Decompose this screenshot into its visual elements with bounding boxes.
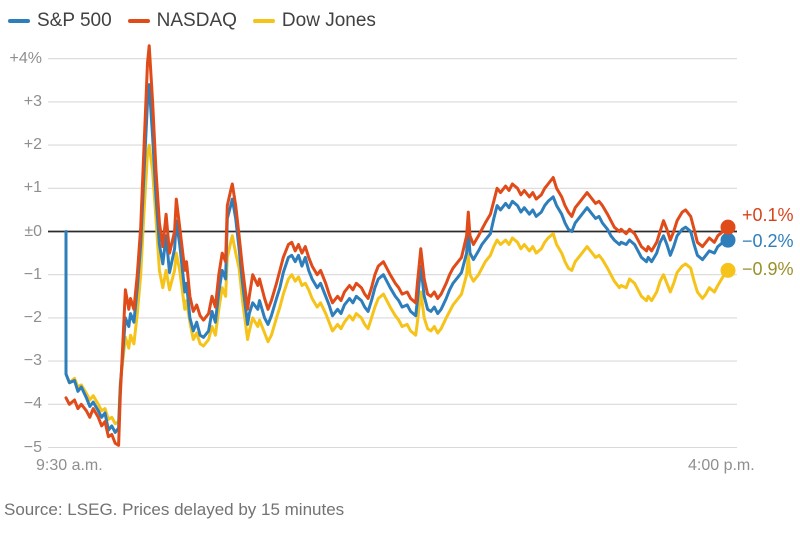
- y-tick-label: −2: [23, 308, 42, 326]
- s-p-500-line: [64, 83, 730, 434]
- legend-item-nasdaq: NASDAQ: [127, 9, 237, 33]
- legend-label-nasdaq: NASDAQ: [156, 10, 237, 31]
- nasdaq-line: [64, 44, 730, 447]
- s-p-500-end-dot: [720, 232, 736, 248]
- y-tick-label: −5: [23, 438, 42, 456]
- sp500-line-swatch-icon: [8, 19, 30, 23]
- y-tick-label: +2: [23, 136, 42, 154]
- legend-label-dowjones: Dow Jones: [281, 10, 376, 31]
- legend-item-dowjones: Dow Jones: [252, 9, 376, 33]
- source-note: Source: LSEG. Prices delayed by 15 minut…: [4, 500, 345, 519]
- nasdaq-line-swatch-icon: [127, 19, 150, 23]
- dowjones-end-value-label: −0.9%: [742, 259, 794, 279]
- x-axis-label-close: 4:00 p.m.: [688, 457, 755, 474]
- y-tick-label: +3: [23, 92, 42, 110]
- dowjones-line-swatch-icon: [252, 19, 275, 23]
- chart-legend: S&P 500 NASDAQ Dow Jones: [8, 9, 376, 33]
- y-tick-label: +4%: [9, 49, 42, 67]
- legend-label-sp500: S&P 500: [37, 10, 112, 31]
- sp500-end-value-label: −0.2%: [742, 231, 794, 251]
- nasdaq-end-value-label: +0.1%: [742, 205, 794, 225]
- dow-jones-end-dot: [720, 262, 736, 278]
- y-tick-label: −3: [23, 352, 42, 370]
- y-tick-label: −1: [23, 265, 42, 283]
- y-tick-label: ±0: [24, 222, 42, 240]
- y-tick-label: −4: [23, 395, 42, 413]
- nasdaq-end-dot: [720, 219, 736, 235]
- dow-jones-line: [64, 143, 730, 426]
- legend-item-sp500: S&P 500: [8, 9, 112, 33]
- y-tick-label: +1: [23, 179, 42, 197]
- x-axis-label-open: 9:30 a.m.: [36, 457, 103, 474]
